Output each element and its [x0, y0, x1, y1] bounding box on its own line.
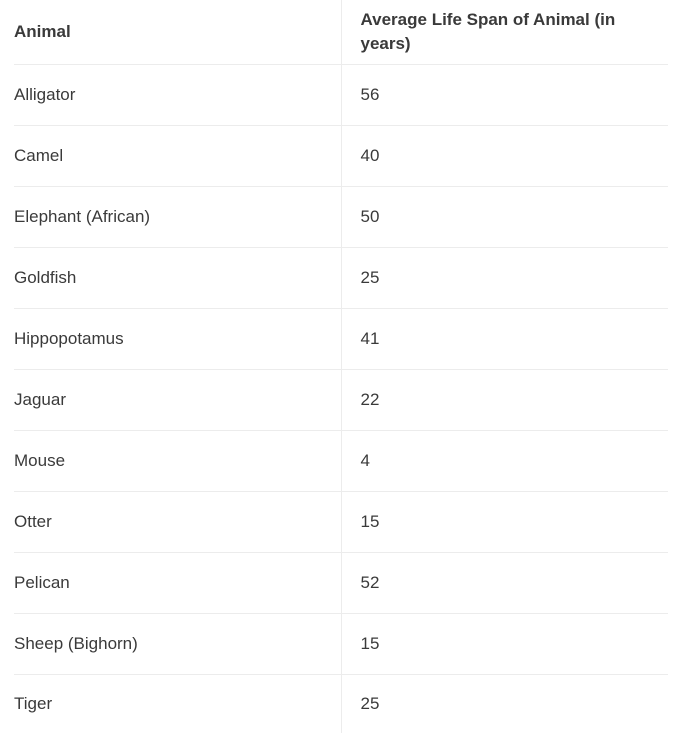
header-row: Animal Average Life Span of Animal (in y… [14, 0, 668, 65]
table-row: Alligator 56 [14, 65, 668, 126]
cell-animal: Hippopotamus [14, 309, 341, 370]
cell-lifespan: 15 [341, 492, 668, 553]
cell-lifespan: 40 [341, 126, 668, 187]
cell-animal: Jaguar [14, 370, 341, 431]
table-row: Goldfish 25 [14, 248, 668, 309]
cell-lifespan: 52 [341, 553, 668, 614]
cell-lifespan: 41 [341, 309, 668, 370]
cell-animal: Goldfish [14, 248, 341, 309]
cell-lifespan: 50 [341, 187, 668, 248]
table-row: Jaguar 22 [14, 370, 668, 431]
table-row: Pelican 52 [14, 553, 668, 614]
header-animal: Animal [14, 0, 341, 65]
table-row: Sheep (Bighorn) 15 [14, 614, 668, 675]
table-row: Mouse 4 [14, 431, 668, 492]
cell-animal: Sheep (Bighorn) [14, 614, 341, 675]
cell-lifespan: 15 [341, 614, 668, 675]
cell-animal: Alligator [14, 65, 341, 126]
header-lifespan: Average Life Span of Animal (in years) [341, 0, 668, 65]
table-row: Hippopotamus 41 [14, 309, 668, 370]
cell-lifespan: 56 [341, 65, 668, 126]
cell-animal: Mouse [14, 431, 341, 492]
cell-lifespan: 25 [341, 675, 668, 733]
cell-animal: Pelican [14, 553, 341, 614]
cell-animal: Elephant (African) [14, 187, 341, 248]
cell-lifespan: 25 [341, 248, 668, 309]
cell-lifespan: 4 [341, 431, 668, 492]
cell-animal: Camel [14, 126, 341, 187]
table-row: Camel 40 [14, 126, 668, 187]
table-body: Alligator 56 Camel 40 Elephant (African)… [14, 65, 668, 733]
table-row: Tiger 25 [14, 675, 668, 733]
table-header: Animal Average Life Span of Animal (in y… [14, 0, 668, 65]
lifespan-table: Animal Average Life Span of Animal (in y… [14, 0, 668, 733]
table-row: Otter 15 [14, 492, 668, 553]
cell-animal: Otter [14, 492, 341, 553]
cell-animal: Tiger [14, 675, 341, 733]
table-row: Elephant (African) 50 [14, 187, 668, 248]
cell-lifespan: 22 [341, 370, 668, 431]
